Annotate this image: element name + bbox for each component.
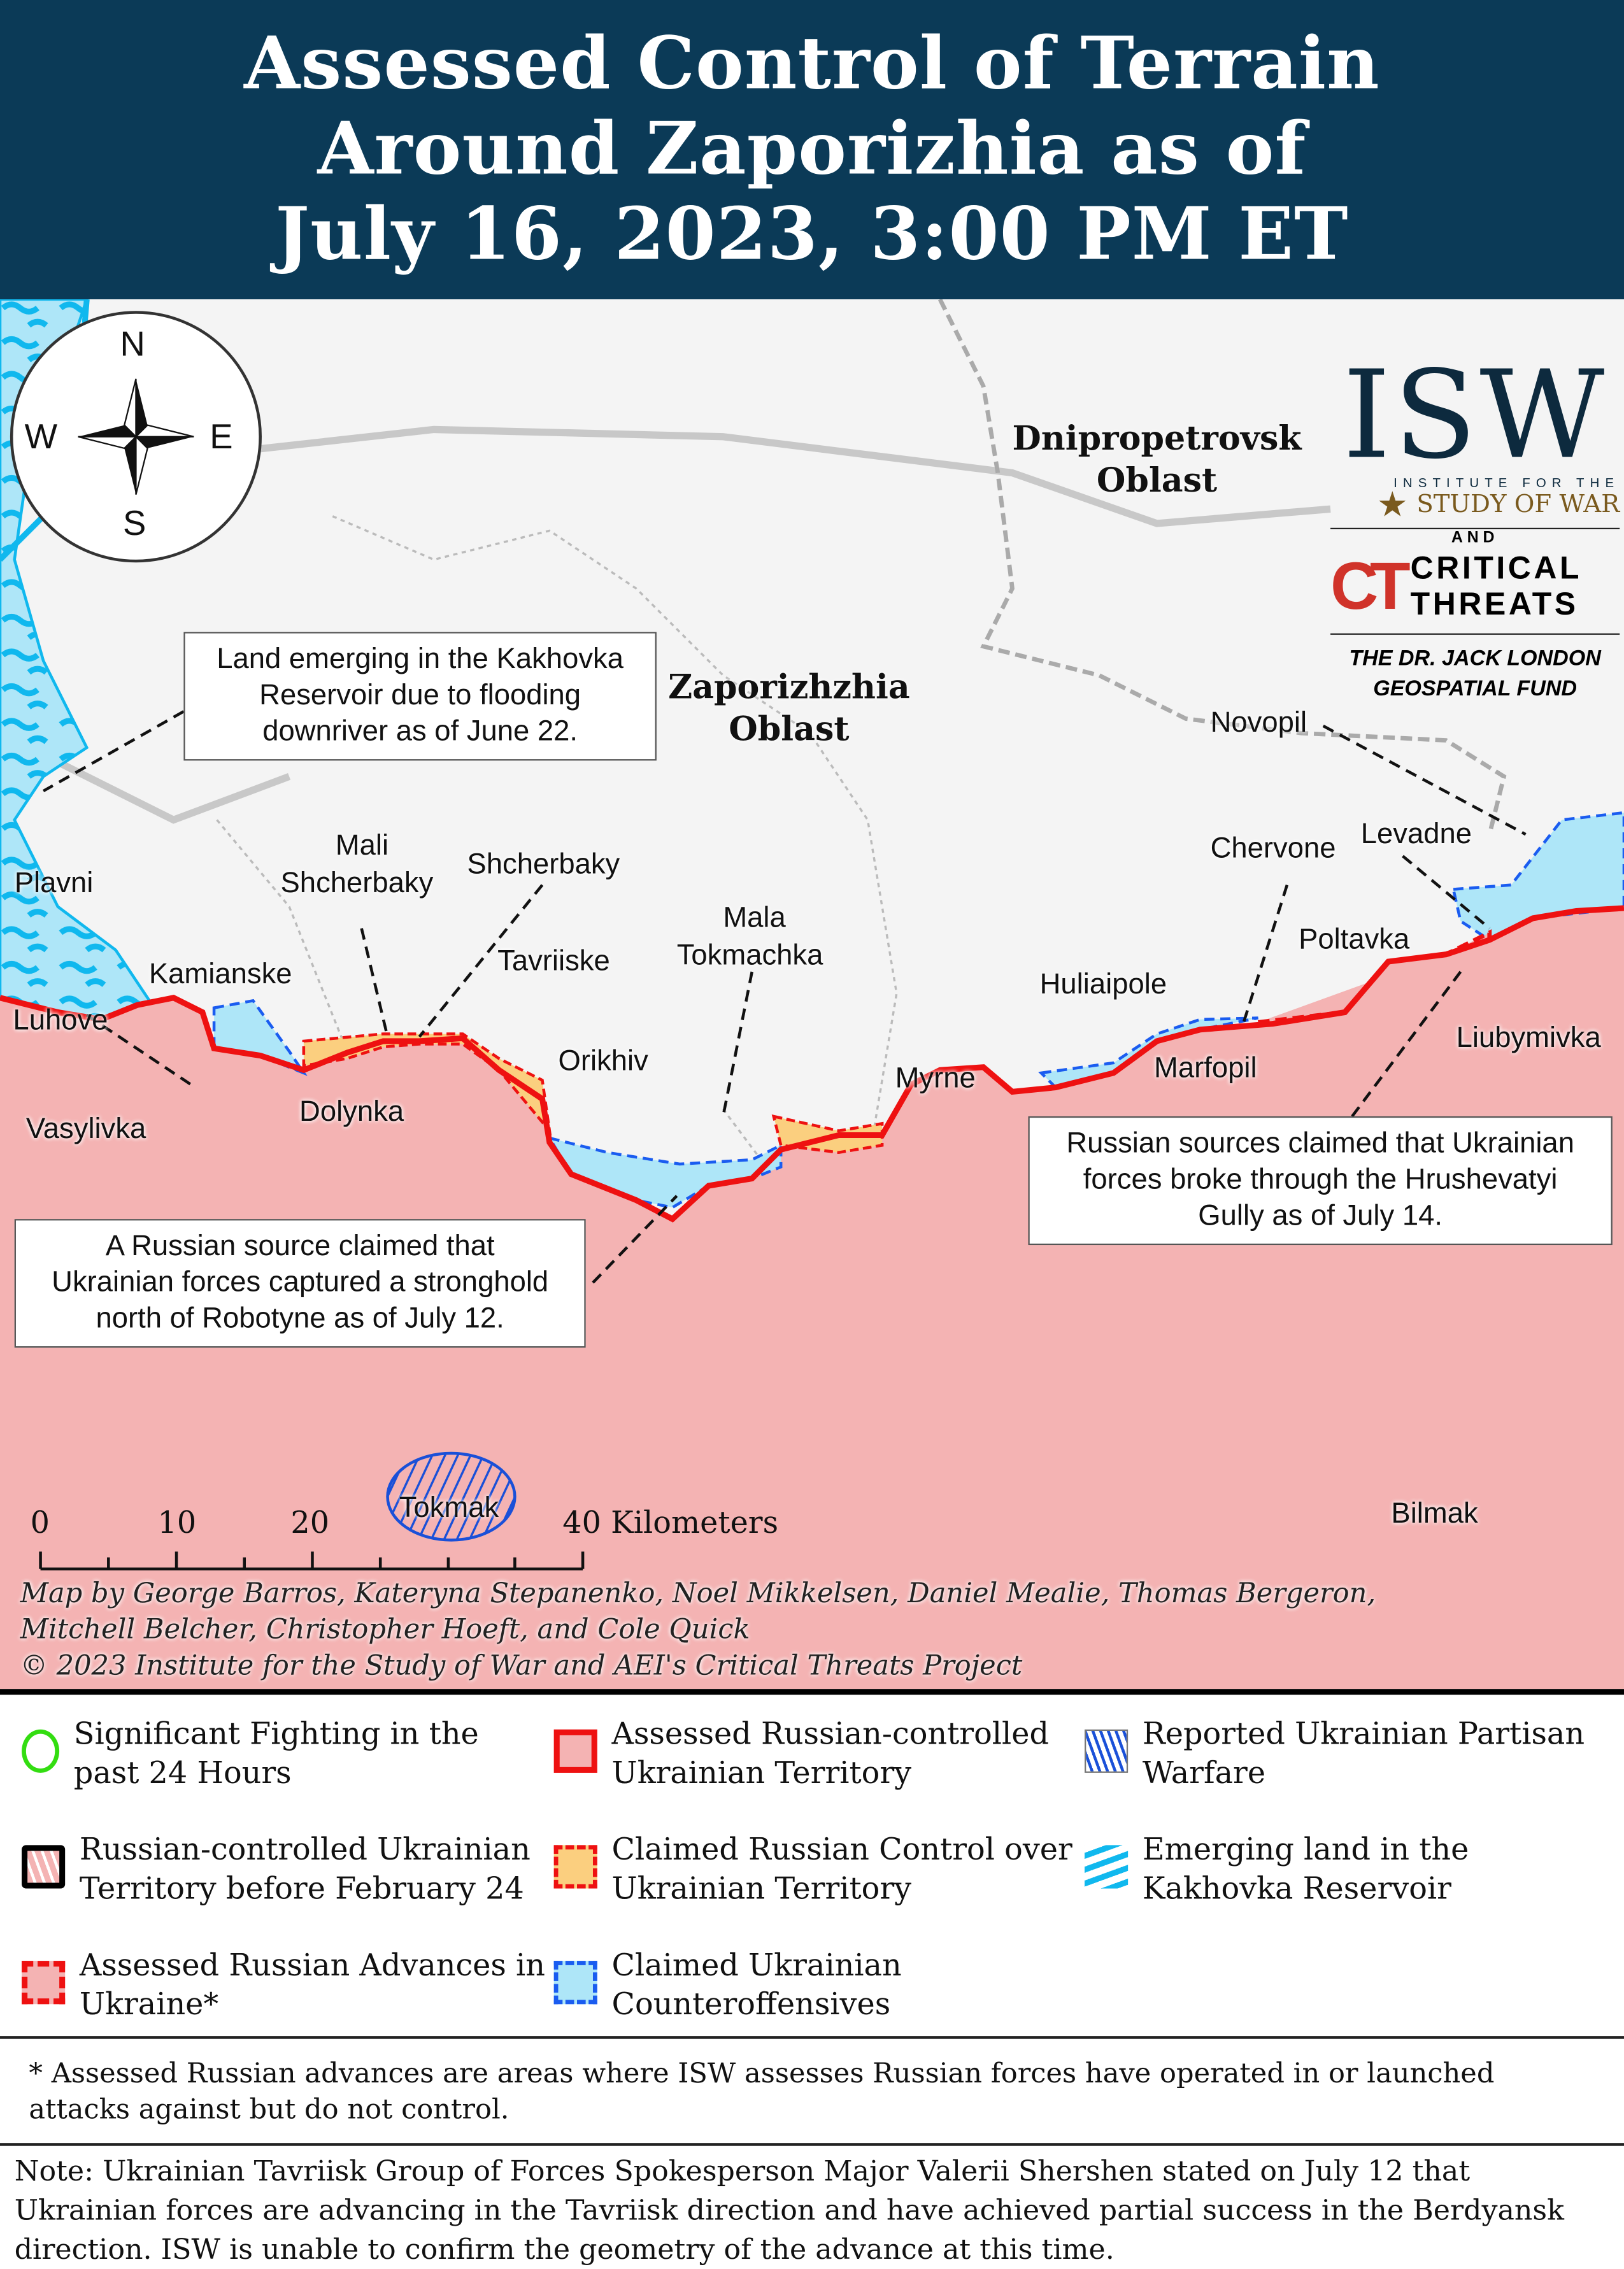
- title-line: Assessed Control of Terrain: [244, 20, 1380, 106]
- orange-dashed-swatch-icon: [553, 1845, 597, 1889]
- place-novopil: Novopil: [1210, 707, 1307, 739]
- callout-robotyne: A Russian source claimed that Ukrainian f…: [14, 1219, 586, 1348]
- place-orikhiv: Orikhiv: [558, 1045, 648, 1078]
- scale-label: 20: [290, 1505, 330, 1540]
- place-tokmachka: Tokmachka: [676, 939, 823, 972]
- oblast-label-zaporizhzhia: Zaporizhzhia Oblast: [668, 668, 910, 750]
- compass-west: W: [24, 418, 58, 457]
- place-shcherbaky: Shcherbaky: [467, 848, 620, 881]
- map-canvas: [0, 299, 1624, 1689]
- legend-item-russian-advances: Assessed Russian Advances in Ukraine*: [22, 1946, 545, 2024]
- compass-north: N: [120, 325, 145, 365]
- title-line: Around Zaporizhia as of: [317, 105, 1307, 191]
- place-kamianske: Kamianske: [148, 958, 292, 991]
- compass-east: E: [210, 418, 233, 457]
- place-tokmak: Tokmak: [399, 1492, 499, 1525]
- logo-and: AND: [1330, 527, 1620, 546]
- legend-item-partisan: Reported Ukrainian Partisan Warfare: [1085, 1715, 1585, 1793]
- isw-logo: ISW INSTITUTE FOR THE ★ STUDY OF WAR AND…: [1330, 354, 1620, 704]
- cyan-pattern-swatch-icon: [1085, 1845, 1129, 1889]
- note: Note: Ukrainian Tavriisk Group of Forces…: [0, 2149, 1624, 2268]
- footnote: * Assessed Russian advances are areas wh…: [0, 2042, 1624, 2146]
- place-chervone: Chervone: [1210, 832, 1336, 865]
- critical-threats-logo: CT CRITICAL THREATS: [1330, 550, 1620, 622]
- place-luhove: Luhove: [13, 1005, 108, 1037]
- place-mala: Mala: [723, 902, 786, 934]
- isw-subtitle: STUDY OF WAR: [1416, 490, 1620, 520]
- place-plavni: Plavni: [14, 867, 94, 900]
- compass-rose: N S E W: [10, 311, 262, 563]
- ct-wordmark: THREATS: [1410, 585, 1579, 622]
- callout-leaders: [43, 710, 1527, 1284]
- callout-kakhovka: Land emerging in the Kakhovka Reservoir d…: [183, 632, 657, 761]
- place-bilmak: Bilmak: [1391, 1498, 1478, 1530]
- scale-label: 40 Kilometers: [562, 1505, 779, 1540]
- star-icon: ★: [1376, 484, 1408, 525]
- compass-star-icon: [78, 378, 194, 495]
- scale-label: 10: [157, 1505, 197, 1540]
- map-title-banner: Assessed Control of Terrain Around Zapor…: [0, 0, 1624, 300]
- map-area[interactable]: N S E W ISW INSTITUTE FOR THE ★ STUDY OF…: [0, 299, 1624, 1689]
- legend-item-emerging-land: Emerging land in the Kakhovka Reservoir: [1085, 1831, 1469, 1909]
- place-huliaipole: Huliaipole: [1039, 969, 1167, 1001]
- place-marfopil: Marfopil: [1154, 1053, 1257, 1085]
- ct-icon: CT: [1330, 548, 1411, 623]
- map-title: Assessed Control of Terrain Around Zapor…: [0, 0, 1624, 276]
- legend: Significant Fighting in the past 24 Hours…: [0, 1689, 1624, 2039]
- front-line: [0, 905, 1624, 1223]
- legend-item-significant-fighting: Significant Fighting in the past 24 Hours: [22, 1715, 479, 1793]
- title-line: July 16, 2023, 3:00 PM ET: [275, 190, 1349, 276]
- blue-dashed-swatch-icon: [553, 1961, 597, 2005]
- map-credits: Map by George Barros, Kateryna Stepanenk…: [20, 1577, 1376, 1682]
- place-levadne: Levadne: [1360, 818, 1472, 851]
- scale-bar: [39, 1551, 585, 1570]
- red-outline-swatch-icon: [553, 1729, 597, 1773]
- isw-wordmark: ISW: [1343, 344, 1607, 486]
- ct-wordmark: CRITICAL: [1410, 549, 1583, 586]
- legend-item-claimed-russian: Claimed Russian Control over Ukrainian Te…: [553, 1831, 1072, 1909]
- legend-item-ukrainian-counteroffensives: Claimed Ukrainian Counteroffensives: [553, 1946, 902, 2024]
- compass-south: S: [123, 504, 146, 544]
- fund-name: GEOSPATIAL FUND: [1373, 676, 1578, 702]
- legend-item-russian-controlled: Assessed Russian-controlled Ukrainian Ter…: [553, 1715, 1049, 1793]
- place-poltavka: Poltavka: [1299, 923, 1410, 956]
- isw-subtitle: INSTITUTE FOR THE: [1393, 476, 1620, 490]
- callout-hrushevatyi: Russian sources claimed that Ukrainian fo…: [1028, 1116, 1613, 1246]
- place-liubymivka: Liubymivka: [1456, 1022, 1601, 1055]
- legend-item-pre-feb24: Russian-controlled Ukrainian Territory be…: [22, 1831, 531, 1909]
- oblast-label-dnipropetrovsk: Dnipropetrovsk Oblast: [1012, 419, 1302, 501]
- place-myrne: Myrne: [895, 1062, 976, 1095]
- partisan-warfare-area-tokmak: [386, 1451, 516, 1542]
- red-dashed-swatch-icon: [22, 1961, 66, 2005]
- place-vasylivka: Vasylivka: [25, 1113, 146, 1146]
- blue-hatch-swatch-icon: [1085, 1729, 1129, 1773]
- place-tavriiske: Tavriiske: [497, 946, 610, 978]
- place-mali: Mali: [335, 830, 389, 862]
- scale-label: 0: [30, 1505, 50, 1540]
- place-mali-shcherbaky: Shcherbaky: [280, 867, 434, 900]
- black-hatched-swatch-icon: [22, 1845, 66, 1889]
- fund-name: THE DR. JACK LONDON: [1349, 646, 1601, 671]
- green-circle-icon: [22, 1729, 60, 1773]
- place-dolynka: Dolynka: [299, 1096, 404, 1128]
